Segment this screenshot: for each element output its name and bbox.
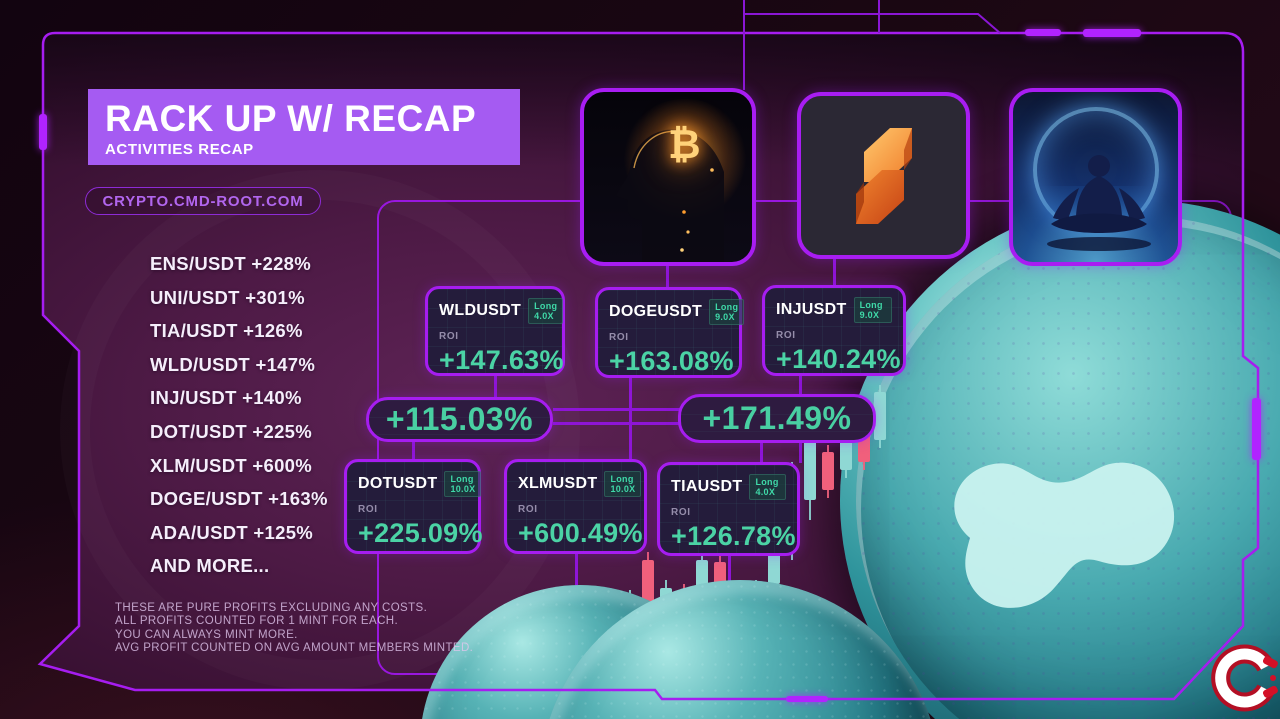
meditator-silhouette xyxy=(1047,155,1151,251)
roi-label: ROI xyxy=(439,331,459,342)
card-symbol: TIAUSDT xyxy=(671,478,743,495)
leverage-chip: Long 4.0X xyxy=(528,298,564,324)
orange-s-logo xyxy=(855,127,912,224)
trade-card-tiausdt: TIAUSDT Long 4.0X ROI +126.78% xyxy=(657,462,800,556)
frame-tick xyxy=(1025,29,1061,36)
pair-line: UNI/USDT +301% xyxy=(150,286,305,308)
connector-line xyxy=(760,443,763,463)
frame-tick xyxy=(786,696,828,702)
trade-card-dogeusdt: DOGEUSDT Long 9.0X ROI +163.08% xyxy=(595,287,745,378)
art-ai-brain-bitcoin: ₿ xyxy=(580,88,756,266)
connector-line xyxy=(553,408,680,411)
page-title: RACK UP W/ RECAP xyxy=(105,97,477,139)
trade-card-dotusdt: DOTUSDT Long 10.0X ROI +225.09% xyxy=(344,459,483,554)
bitcoin-glyph: ₿ xyxy=(668,122,701,167)
connector-line xyxy=(629,377,632,460)
leverage-chip: Long 4.0X xyxy=(749,474,786,500)
roi-value: +140.24% xyxy=(776,344,901,374)
trade-card-wldusdt: WLDUSDT Long 4.0X ROI +147.63% xyxy=(425,286,565,376)
art-orange-emblem xyxy=(797,92,970,259)
pair-line: TIA/USDT +126% xyxy=(150,320,303,342)
roi-label: ROI xyxy=(671,507,691,518)
c-brand-logo xyxy=(1211,644,1278,712)
pair-line: DOT/USDT +225% xyxy=(150,420,313,442)
roi-label: ROI xyxy=(358,504,378,515)
roi-value: +126.78% xyxy=(671,521,796,551)
roi-value: +163.08% xyxy=(609,346,734,376)
disclaimer-line: ALL PROFITS COUNTED FOR 1 MINT FOR EACH. xyxy=(115,615,399,628)
pairs-list: ENS/USDT +228% UNI/USDT +301% TIA/USDT +… xyxy=(150,247,328,583)
art-meditating-figure xyxy=(1009,88,1182,266)
roi-label: ROI xyxy=(518,504,538,515)
roi-value: +600.49% xyxy=(518,518,643,548)
title-banner: RACK UP W/ RECAP ACTIVITIES RECAP xyxy=(88,89,520,165)
pair-line: WLD/USDT +147% xyxy=(150,353,316,375)
roi-label: ROI xyxy=(609,332,629,343)
card-symbol: DOTUSDT xyxy=(358,475,438,492)
roi-value: +147.63% xyxy=(439,345,564,375)
pair-line: AND MORE... xyxy=(150,555,270,577)
pair-line: DOGE/USDT +163% xyxy=(150,488,328,510)
leverage-chip: Long 10.0X xyxy=(444,471,482,497)
site-url-label: CRYPTO.CMD-ROOT.COM xyxy=(102,192,304,210)
connector-line xyxy=(666,265,669,287)
disclaimer-line: THESE ARE PURE PROFITS EXCLUDING ANY COS… xyxy=(115,602,428,614)
roi-label: ROI xyxy=(776,330,796,341)
connector-line xyxy=(494,375,497,398)
head-profile-silhouette xyxy=(616,129,724,262)
pair-line: XLM/USDT +600% xyxy=(150,454,313,476)
connector-line xyxy=(412,440,415,460)
disclaimer-line: YOU CAN ALWAYS MINT MORE. xyxy=(115,628,298,641)
leverage-chip: Long 9.0X xyxy=(709,299,745,325)
roi-value: +225.09% xyxy=(358,518,483,548)
pair-line: ADA/USDT +125% xyxy=(150,521,314,543)
disclaimer-block: THESE ARE PURE PROFITS EXCLUDING ANY COS… xyxy=(115,602,473,656)
frame-tick xyxy=(1252,398,1261,460)
summary-value: +115.03% xyxy=(385,401,534,437)
trade-card-xlmusdt: XLMUSDT Long 10.0X ROI +600.49% xyxy=(504,459,647,554)
pair-line: ENS/USDT +228% xyxy=(150,253,311,274)
page-subtitle: ACTIVITIES RECAP xyxy=(105,140,254,158)
summary-badge-2: +171.49% xyxy=(678,394,876,443)
card-symbol: XLMUSDT xyxy=(518,475,598,492)
frame-tick xyxy=(39,114,47,150)
connector-line xyxy=(833,258,836,285)
pair-line: INJ/USDT +140% xyxy=(150,387,302,409)
site-url-pill[interactable]: CRYPTO.CMD-ROOT.COM xyxy=(85,187,321,215)
card-symbol: WLDUSDT xyxy=(439,302,522,319)
frame-tick xyxy=(1083,29,1141,37)
summary-badge-1: +115.03% xyxy=(366,397,553,442)
leverage-chip: Long 10.0X xyxy=(604,471,642,497)
card-symbol: INJUSDT xyxy=(776,301,847,318)
card-symbol: DOGEUSDT xyxy=(609,303,703,320)
trade-card-injusdt: INJUSDT Long 9.0X ROI +140.24% xyxy=(762,285,906,376)
connector-line xyxy=(553,422,680,425)
summary-value: +171.49% xyxy=(702,400,852,436)
leverage-chip: Long 9.0X xyxy=(853,297,892,323)
disclaimer-line: AVG PROFIT COUNTED ON AVG AMOUNT MEMBERS… xyxy=(115,642,474,655)
